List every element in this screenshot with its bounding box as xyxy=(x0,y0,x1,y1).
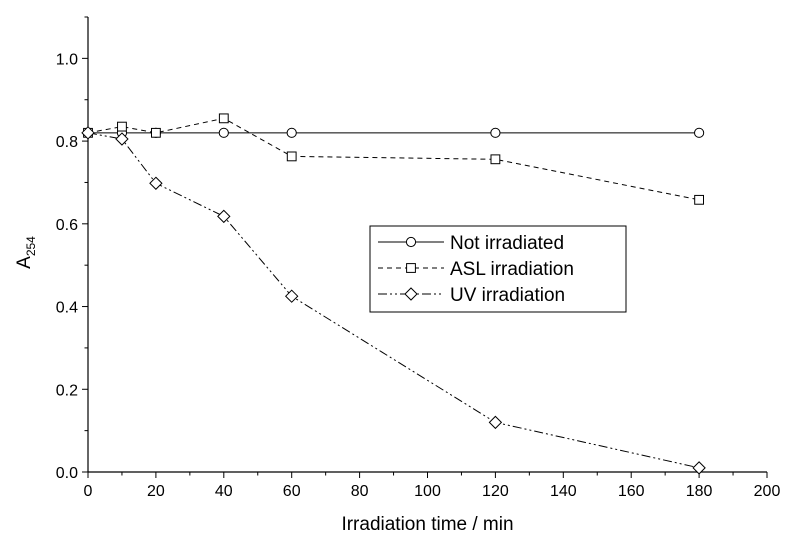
legend-label: Not irradiated xyxy=(450,233,564,254)
data-point-diamond xyxy=(692,461,706,475)
axes: 0 20 40 60 80 100 120 140 160 180 200 0.0 0.2 0.4 0.6 0… xyxy=(56,16,781,500)
data-point-circle xyxy=(286,127,297,138)
data-point-circle xyxy=(490,127,501,138)
legend-marker-square xyxy=(406,263,416,273)
y-axis-title: A254 xyxy=(14,236,38,269)
data-point-square xyxy=(694,194,705,205)
series-2 xyxy=(81,126,706,475)
y-tick-label: 0.2 xyxy=(56,382,78,399)
x-tick-label: 100 xyxy=(414,483,441,500)
data-point-square xyxy=(218,113,229,124)
y-tick-label: 0.4 xyxy=(56,300,78,317)
data-point-square xyxy=(490,154,501,165)
data-point-circle xyxy=(218,127,229,138)
y-tick-label: 0.6 xyxy=(56,217,78,234)
x-tick-label: 160 xyxy=(618,483,645,500)
data-point-square xyxy=(117,121,127,132)
series-1 xyxy=(83,113,705,205)
y-tick-label: 0.0 xyxy=(56,465,78,482)
data-point-diamond xyxy=(488,415,503,430)
legend-label: UV irradiation xyxy=(450,285,565,306)
y-tick-label: 0.8 xyxy=(56,134,78,151)
data-point-diamond xyxy=(149,176,163,190)
legend-marker-diamond xyxy=(404,287,418,301)
x-tick-label: 120 xyxy=(482,483,509,500)
x-tick-label: 200 xyxy=(754,483,781,500)
legend-marker-circle xyxy=(405,236,417,248)
legend: Not irradiated ASL irradiation UV irradiat… xyxy=(369,225,627,313)
series-0 xyxy=(82,127,705,138)
x-tick-label: 40 xyxy=(215,483,233,500)
x-tick-label: 20 xyxy=(147,483,165,500)
data-point-diamond xyxy=(81,126,95,140)
y-axis-title-subscript: 254 xyxy=(24,236,38,256)
x-tick-label: 0 xyxy=(84,483,93,500)
series-layer xyxy=(81,113,706,475)
data-point-diamond xyxy=(115,132,129,146)
x-tick-label: 180 xyxy=(686,483,713,500)
y-axis-title-main: A xyxy=(14,256,35,269)
legend-label: ASL irradiation xyxy=(450,259,574,280)
y-tick-label: 1.0 xyxy=(56,51,78,68)
x-tick-label: 140 xyxy=(550,483,577,500)
data-point-diamond xyxy=(284,289,299,303)
data-point-square xyxy=(151,127,161,138)
x-tick-label: 60 xyxy=(283,483,301,500)
series-line xyxy=(87,117,700,201)
x-tick-label: 80 xyxy=(351,483,369,500)
x-axis-title: Irradiation time / min xyxy=(341,514,513,535)
data-point-square xyxy=(286,151,297,162)
data-point-diamond xyxy=(217,209,231,224)
data-point-circle xyxy=(694,127,705,138)
